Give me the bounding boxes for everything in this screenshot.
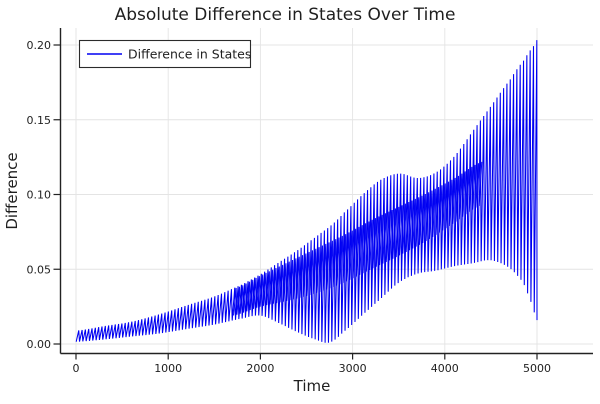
x-axis-ticks: 0 1000 2000 3000 4000 5000 xyxy=(73,353,551,375)
difference-line-inner-band xyxy=(233,161,483,316)
x-tick-label: 1000 xyxy=(154,362,182,375)
axes xyxy=(59,28,593,355)
x-tick-label: 5000 xyxy=(523,362,551,375)
difference-line-outer xyxy=(75,40,538,343)
x-tick-label: 2000 xyxy=(246,362,274,375)
x-tick-label: 3000 xyxy=(339,362,367,375)
x-axis-label: Time xyxy=(293,377,331,395)
y-tick-label: 0.05 xyxy=(27,263,52,276)
legend-label: Difference in States xyxy=(128,47,251,62)
y-axis-ticks: 0.00 0.05 0.10 0.15 0.20 xyxy=(27,39,61,351)
y-tick-label: 0.00 xyxy=(27,338,52,351)
y-tick-label: 0.20 xyxy=(27,39,52,52)
y-tick-label: 0.10 xyxy=(27,189,52,202)
y-tick-label: 0.15 xyxy=(27,114,52,127)
series-difference-in-states xyxy=(75,40,538,343)
legend: Difference in States xyxy=(78,39,251,69)
x-tick-label: 4000 xyxy=(431,362,459,375)
chart-title: Absolute Difference in States Over Time xyxy=(115,5,456,25)
x-tick-label: 0 xyxy=(73,362,80,375)
y-axis-label: Difference xyxy=(3,152,21,229)
